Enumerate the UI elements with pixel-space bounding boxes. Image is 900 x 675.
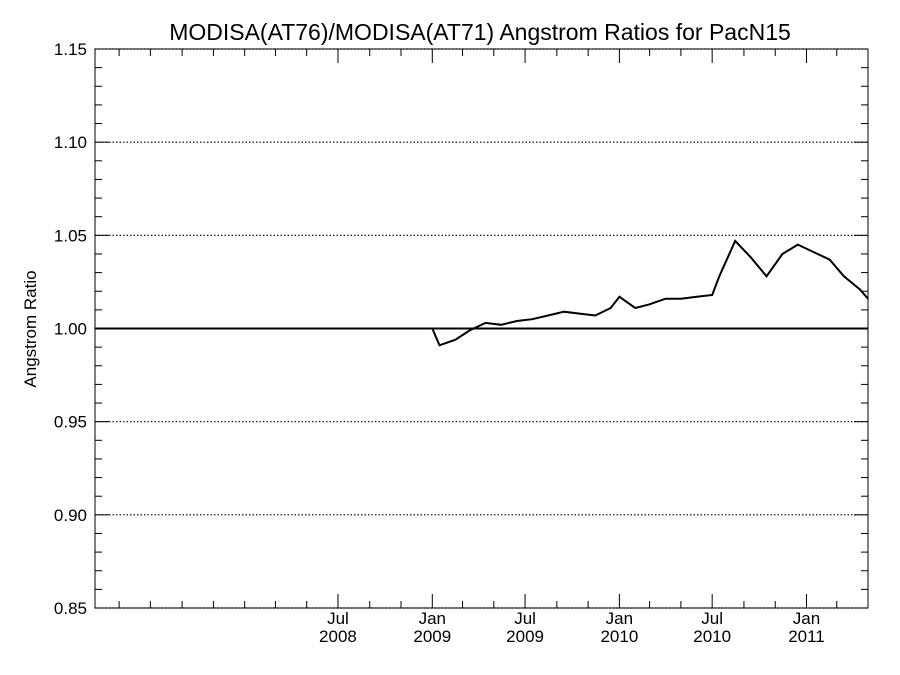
x-tick-year: 2009 (413, 627, 451, 646)
y-tick-label: 1.05 (54, 226, 87, 245)
x-tick-month: Jan (793, 609, 820, 628)
y-tick-label: 1.15 (54, 40, 87, 59)
y-axis-label: Angstrom Ratio (21, 270, 40, 387)
y-tick-label: 1.10 (54, 133, 87, 152)
x-tick-month: Jan (606, 609, 633, 628)
x-tick-month: Jan (419, 609, 446, 628)
x-tick-year: 2009 (506, 627, 544, 646)
x-tick-month: Jul (327, 609, 349, 628)
x-tick-year: 2011 (788, 627, 825, 646)
series-line (416, 239, 869, 347)
y-axis: 0.85 0.90 0.95 1.00 1.05 1.10 1.15 (54, 40, 868, 618)
y-tick-label: 0.85 (54, 599, 87, 618)
x-tick-year: 2008 (319, 627, 357, 646)
y-tick-label: 0.95 (54, 413, 87, 432)
y-tick-label: 1.00 (54, 320, 87, 339)
y-tick-label: 0.90 (54, 506, 87, 525)
x-tick-year: 2010 (693, 627, 731, 646)
x-tick-month: Jul (514, 609, 536, 628)
x-axis: Jul2008Jan2009Jul2009Jan2010Jul2010Jan20… (118, 49, 869, 646)
chart-title: MODISA(AT76)/MODISA(AT71) Angstrom Ratio… (169, 19, 791, 45)
x-tick-year: 2010 (600, 627, 638, 646)
x-tick-month: Jul (701, 609, 723, 628)
